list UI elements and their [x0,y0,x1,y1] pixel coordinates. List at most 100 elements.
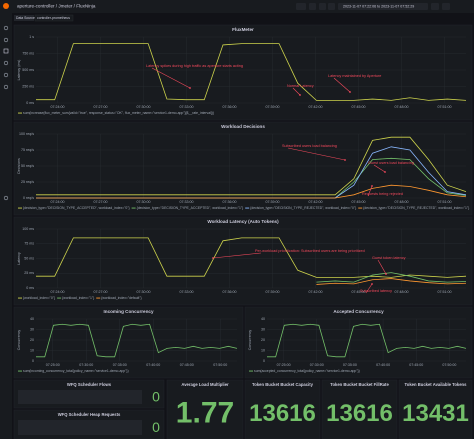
x-tick-label: 07:30:00 [137,290,151,294]
settings-button[interactable] [319,3,326,10]
x-tick-label: 07:36:00 [223,200,237,204]
search-icon[interactable] [3,25,9,31]
y-tick-label: 20 [261,338,265,342]
y-tick-label: 75 req/s [21,148,34,152]
annotation: Subscribed users load balancing [282,144,337,148]
y-tick-label: 0 [263,359,265,363]
y-tick-label: 0 req/s [23,196,34,200]
x-tick-label: 07:45:00 [352,290,366,294]
x-tick-label: 07:45:00 [409,363,423,367]
x-tick-label: 07:39:00 [266,290,280,294]
time-picker[interactable] [338,3,428,10]
series-line [316,272,467,283]
annotation-arrow [287,147,346,161]
annotation-arrow [377,259,387,275]
panel-title: Workload Decisions [221,124,265,129]
stat-value: 0 [152,389,160,405]
alerting-icon[interactable] [3,72,9,78]
help-icon[interactable] [3,195,9,201]
logo[interactable] [3,3,9,9]
y-tick-label: 30 [261,327,265,331]
series-line [36,184,467,199]
y-tick-label: 1 s [29,35,34,39]
variable-label: Data Source [16,16,35,20]
stat-bar [18,390,142,404]
refresh-button[interactable] [442,3,450,10]
panel-title: Accepted Concurrency [333,309,384,314]
x-tick-label: 07:48:00 [395,290,409,294]
y-tick-label: 30 [30,327,34,331]
stat-title: Token Bucket Bucket Capacity [252,382,314,387]
stat-value: 13616 [326,400,393,427]
annotation-arrow [212,252,262,259]
x-tick-label: 07:45:00 [352,105,366,109]
annotation: Latency spikes during high traffic as ap… [146,64,243,68]
panel-title: Incoming Concurrency [103,309,153,314]
series-line [36,323,238,358]
y-tick-label: 25 ms [24,271,34,275]
explore-icon[interactable] [3,60,9,66]
stat-panel [166,379,244,439]
y-tick-label: 75 ms [24,242,34,246]
x-tick-label: 07:40:00 [376,363,390,367]
legend-swatch [249,370,253,372]
stat-value: 13431 [402,400,469,427]
annotation-arrow [151,67,191,89]
x-tick-label: 07:35:00 [113,363,127,367]
annotation-arrowhead [349,91,351,93]
y-tick-label: 50 req/s [21,164,34,168]
panel [13,216,473,306]
annotation-arrow [367,185,373,197]
series-line [36,43,467,101]
x-tick-label: 07:33:00 [180,105,194,109]
panels: FluxMeter Latency (ms) 0 ms 250 ms 500 ms 750… [13,24,473,439]
x-tick-label: 07:30:00 [310,363,324,367]
x-tick-label: 07:30:00 [137,105,151,109]
y-tick-label: 750 ms [22,51,34,55]
save-button[interactable] [309,3,316,10]
legend-label: {decision_type="DECISION_TYPE_ACCEPTED",… [137,206,244,210]
legend-label: {decision_type="DECISION_TYPE_ACCEPTED",… [23,206,130,210]
y-tick-label: 0 [32,359,34,363]
legend-label: {workload_index="1"} [62,296,95,300]
legend-label: {decision_type="DECISION_TYPE_REJECTED",… [363,206,470,210]
y-tick-label: 40 [30,317,34,321]
x-tick-label: 07:27:00 [94,105,108,109]
x-tick-label: 07:39:00 [266,105,280,109]
zoom-out-button[interactable] [431,3,439,10]
variable-value[interactable]: controller-prometheus [37,16,70,20]
panel-title: FluxMeter [232,27,254,32]
y-tick-label: 40 [261,317,265,321]
annotation: Requests being rejected [362,192,403,196]
dashboards-icon[interactable] [3,48,9,54]
legend-swatch [18,297,22,299]
y-tick-label: 25 req/s [21,180,34,184]
annotation-arrowhead [384,171,386,173]
variable-select[interactable] [34,14,74,22]
x-tick-label: 07:27:00 [94,290,108,294]
panel [244,306,473,379]
y-tick-label: 0 ms [26,286,34,290]
series-line [36,136,467,196]
y-tick-label: 0 ms [26,101,34,105]
stat-title: Token Bucket Bucket FillRate [330,382,389,387]
y-tick-label: 20 [30,338,34,342]
annotation-arrowhead [371,283,373,285]
annotation-arrowhead [212,257,214,259]
x-tick-label: 07:24:00 [51,290,65,294]
series-line [316,278,467,285]
legend-swatch [18,112,22,114]
legend-label: {workload_index="0"} [23,296,56,300]
config-icon[interactable] [3,84,9,90]
y-tick-label: 10 [30,348,34,352]
x-tick-label: 07:45:00 [352,200,366,204]
stat-value: 0 [152,419,160,435]
annotation-arrow [333,77,351,93]
y-axis-label: Latency (ms) [17,60,21,81]
stat-title: Token Bucket Available Tokens [405,382,468,387]
x-tick-label: 07:27:00 [94,200,108,204]
breadcrumb[interactable]: aperture-controller / Jmeter / FluxNinja [17,4,96,9]
starred-icon[interactable] [3,37,9,43]
tv-button[interactable] [328,3,335,10]
panel-add-button[interactable] [296,3,306,10]
